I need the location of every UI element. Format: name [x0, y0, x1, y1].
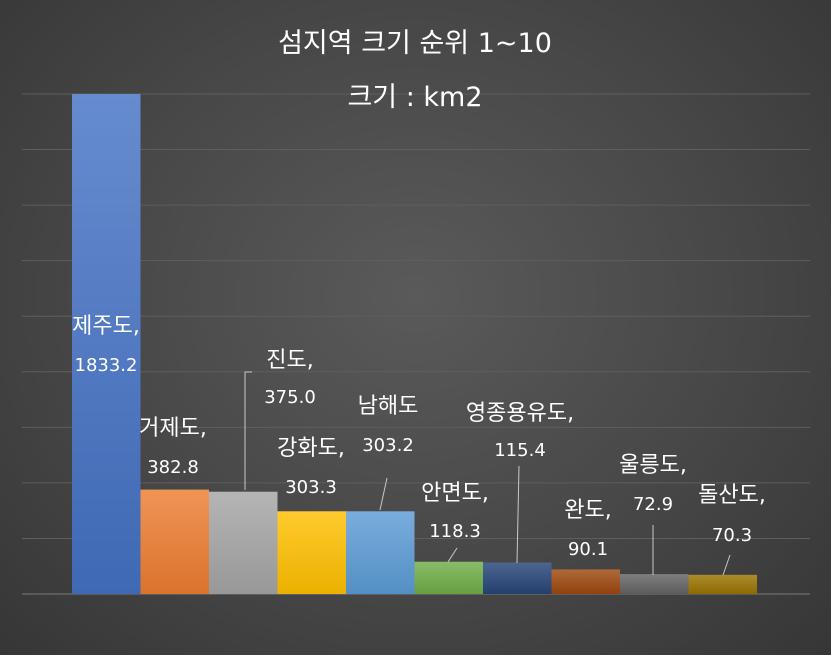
leader-line-3	[244, 371, 252, 490]
bar-3	[209, 491, 278, 594]
data-label-value-3: 375.0	[264, 387, 316, 408]
data-label-value-7: 115.4	[494, 440, 546, 461]
bar-6	[414, 561, 483, 594]
bar-2	[140, 489, 209, 594]
bar-10	[688, 574, 757, 594]
bars	[72, 94, 757, 594]
bar-8	[551, 569, 620, 594]
bar-5	[346, 511, 415, 594]
data-label-name-10: 돌산도,	[698, 483, 766, 508]
data-label-name-3: 진도,	[266, 348, 313, 373]
bar-4	[277, 511, 346, 594]
leader-line-10	[722, 554, 731, 576]
data-label-value-9: 72.9	[633, 494, 673, 515]
data-label-value-1: 1833.2	[75, 355, 138, 376]
data-label-value-4: 303.3	[285, 477, 337, 498]
data-label-name-6: 안면도,	[421, 481, 489, 506]
data-label-name-5: 남해도	[358, 394, 419, 419]
leader-line-7	[516, 465, 520, 564]
leader-line-6	[447, 547, 458, 563]
leader-line-5	[379, 477, 388, 511]
data-label-value-2: 382.8	[147, 457, 199, 478]
data-label-name-7: 영종용유도,	[466, 401, 574, 426]
data-label-name-4: 강화도,	[277, 436, 345, 461]
bar-9	[620, 574, 689, 594]
data-label-value-10: 70.3	[712, 525, 752, 546]
bar-1	[72, 94, 141, 594]
data-label-value-6: 118.3	[429, 521, 481, 542]
chart-title: 섬지역 크기 순위 1~10	[278, 28, 552, 59]
data-label-name-8: 완도,	[564, 498, 611, 523]
data-label-value-8: 90.1	[568, 539, 608, 560]
data-label-name-2: 거제도,	[139, 416, 207, 441]
data-label-name-9: 울릉도,	[619, 453, 687, 478]
data-label-value-5: 303.2	[362, 435, 414, 456]
bar-7	[483, 562, 552, 594]
chart-subtitle: 크기 : km2	[347, 82, 482, 113]
data-label-name-1: 제주도,	[72, 314, 140, 339]
data-labels: 제주도, 1833.2 거제도, 382.8 진도, 375.0 강화도, 303.3 남해도 3…	[72, 314, 766, 560]
leader-lines	[244, 371, 731, 576]
